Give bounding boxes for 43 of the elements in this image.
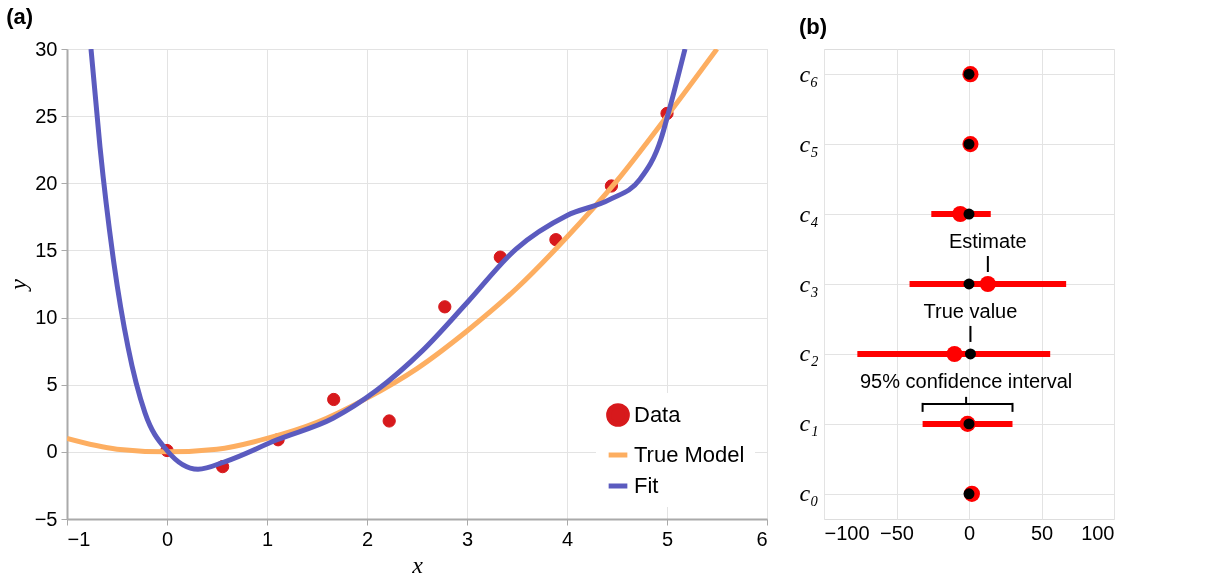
x-tick-label: 1 [261, 527, 274, 550]
y-tick-label: 15 [35, 238, 58, 261]
x-tick-label: 50 [1030, 521, 1054, 544]
y-tick-label: c₁ [799, 410, 819, 437]
y-tick-label: −5 [34, 507, 58, 530]
x-tick-label: 0 [161, 527, 174, 550]
y-tick-label: c₀ [799, 480, 819, 507]
annotation: 95% confidence interval [859, 369, 1073, 392]
chart-title: (b) [799, 14, 828, 39]
x-tick-label: −50 [880, 521, 914, 544]
point [963, 208, 975, 220]
legend-label: Fit [634, 473, 659, 498]
y-tick-label: 25 [35, 104, 58, 127]
x-tick-label: 0 [963, 521, 976, 544]
y-tick-label: 20 [35, 171, 58, 194]
x-tick-label: −100 [824, 521, 870, 544]
legend-label: Data [634, 402, 682, 427]
y-tick-label: c₃ [799, 270, 819, 297]
x-tick-label: 100 [1081, 521, 1115, 544]
x-axis-title: x [411, 551, 424, 577]
chart-title: (a) [6, 4, 34, 29]
x-tick-label: 4 [561, 527, 574, 550]
point [963, 278, 975, 290]
y-tick-label: c₅ [799, 130, 819, 157]
annotation: True value [923, 299, 1018, 322]
y-tick-label: 30 [35, 37, 58, 60]
x-tick-label: 6 [756, 527, 768, 550]
x-tick-label: 2 [361, 527, 374, 550]
x-tick-label: 5 [661, 527, 674, 550]
y-axis-title: y [4, 278, 31, 292]
y-tick-label: 10 [35, 306, 58, 329]
y-tick-label: 0 [46, 440, 58, 463]
point [979, 275, 996, 293]
x-tick-label: −1 [67, 527, 91, 550]
point [964, 348, 976, 360]
y-tick-label: c₆ [799, 60, 819, 87]
point [946, 345, 963, 362]
y-tick-label: c₄ [799, 200, 819, 227]
legend-label: True Model [634, 442, 745, 467]
y-tick-label: 5 [46, 373, 58, 396]
annotation: Estimate [948, 230, 1027, 252]
y-tick-label: c₂ [799, 340, 819, 367]
x-tick-label: 3 [461, 527, 474, 550]
